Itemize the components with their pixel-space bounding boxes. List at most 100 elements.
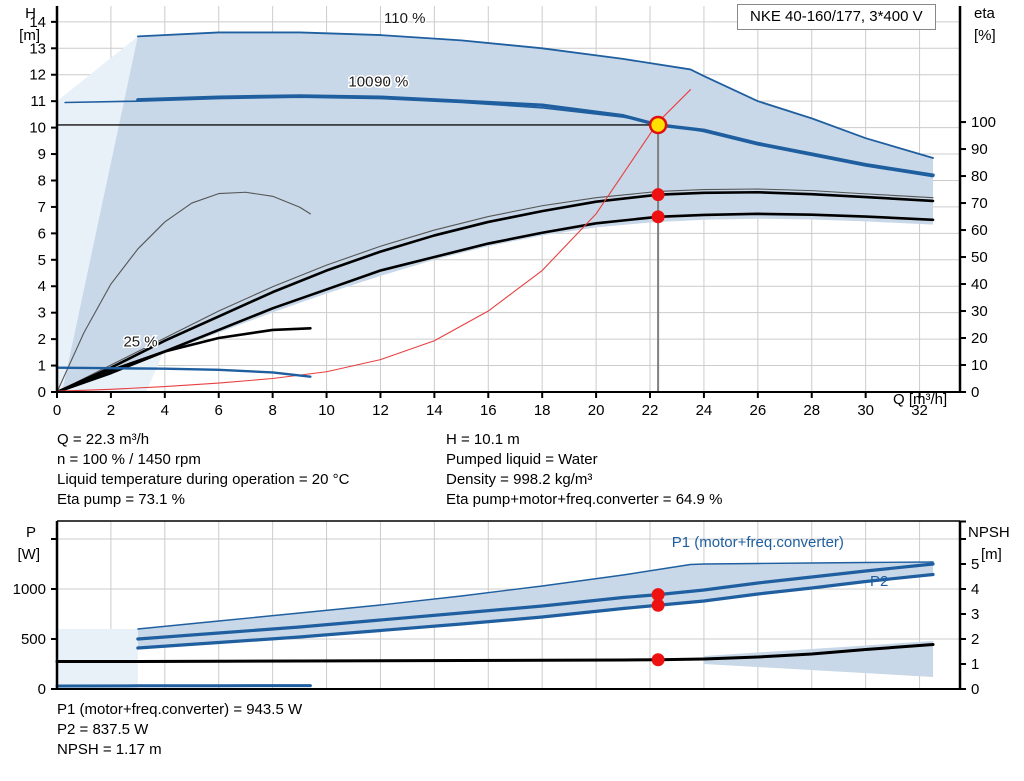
duty-info-right-line-1: Pumped liquid = Water: [446, 451, 598, 468]
curve-npsh: [55, 643, 935, 663]
xtick-label-26: 26: [749, 402, 766, 419]
duty-dot-npsh: [651, 653, 665, 667]
legend-label-p2: P2: [870, 573, 888, 590]
envelope-power-light-region: [57, 629, 138, 688]
lower-duty-markers: [651, 588, 665, 667]
lower-labels: 0 500 1000 0 1 2 3 4 5 P [W] NPSH [m] P1 (motor+freq.…: [13, 524, 1010, 695]
curve-p2: [136, 572, 935, 650]
ytick-label-left-4: 4: [38, 278, 46, 295]
curve-eta-low-speed: [56, 191, 311, 393]
power-info-line-0: P1 (motor+freq.converter) = 943.5 W: [57, 701, 303, 718]
ytick-label-right-70: 70: [971, 195, 988, 212]
ytick-label-left-6: 6: [38, 225, 46, 242]
duty-info-right-line-0: H = 10.1 m: [446, 431, 520, 448]
xtick-label-32: 32: [911, 402, 928, 419]
lower-axes: [51, 520, 966, 690]
xtick-label-30: 30: [857, 402, 874, 419]
xtick-label-6: 6: [215, 402, 223, 419]
duty-info-left-line-0: Q = 22.3 m³/h: [57, 431, 150, 448]
upper-curves: [55, 31, 935, 394]
upper-axes: [51, 6, 966, 398]
xtick-label-24: 24: [696, 402, 713, 419]
axis-title-p-unit: [W]: [18, 546, 41, 563]
ytick-label-left-5: 5: [38, 252, 46, 269]
duty-dot-p1: [651, 588, 665, 602]
xtick-label-22: 22: [642, 402, 659, 419]
duty-dot-eta-pump: [651, 188, 665, 202]
upper-labels: 0123456789101112131401020304050607080901…: [19, 5, 996, 419]
curve-head-25: [55, 366, 312, 378]
curve-label-100: 100 %: [348, 74, 391, 91]
ytick-label-right-50: 50: [971, 249, 988, 266]
ytick-label-right-30: 30: [971, 303, 988, 320]
ytick-label-right-0: 0: [971, 384, 979, 401]
duty-info-right-line-2: Density = 998.2 kg/m³: [446, 471, 593, 488]
ytick-label-right-0: 0: [971, 681, 979, 695]
xtick-label-0: 0: [53, 402, 61, 419]
envelope-main-region: [62, 32, 934, 391]
duty-dot-eta-total: [651, 210, 665, 224]
ytick-label-left-14: 14: [29, 14, 46, 31]
ytick-label-right-2: 2: [971, 631, 979, 648]
ytick-label-right-5: 5: [971, 556, 979, 573]
ytick-label-right-4: 4: [971, 581, 979, 598]
duty-point-marker: [648, 115, 668, 135]
ytick-label-left-1000: 1000: [13, 581, 46, 598]
ytick-label-right-100: 100: [971, 114, 996, 131]
axis-title-p: P: [26, 524, 36, 541]
ytick-label-left-7: 7: [38, 199, 46, 216]
xtick-label-18: 18: [534, 402, 551, 419]
xtick-label-20: 20: [588, 402, 605, 419]
ytick-label-right-40: 40: [971, 276, 988, 293]
ytick-label-right-20: 20: [971, 330, 988, 347]
power-info: P1 (motor+freq.converter) = 943.5 W P2 = …: [57, 700, 302, 760]
curve-head-100: [136, 94, 935, 177]
ytick-label-right-90: 90: [971, 141, 988, 158]
curve-eta-total: [55, 212, 935, 394]
ytick-label-right-3: 3: [971, 606, 979, 623]
xtick-label-4: 4: [161, 402, 169, 419]
curve-head-110: [136, 31, 934, 159]
ytick-label-left-10: 10: [29, 120, 46, 137]
curve-label-25: 25 %: [123, 334, 157, 351]
axis-title-npsh: NPSH: [968, 524, 1010, 541]
xtick-label-8: 8: [268, 402, 276, 419]
ytick-label-left-1: 1: [38, 358, 46, 375]
duty-dot-p2: [651, 598, 665, 612]
xtick-label-2: 2: [107, 402, 115, 419]
curve-label-90: 90 %: [374, 74, 408, 91]
duty-info-right-line-3: Eta pump+motor+freq.converter = 64.9 %: [446, 491, 723, 508]
power-info-line-2: NPSH = 1.17 m: [57, 741, 162, 758]
upper-envelopes: [57, 32, 934, 392]
curve-eta-25: [55, 326, 312, 394]
ytick-label-right-60: 60: [971, 222, 988, 239]
curve-label-110: 110 %: [384, 10, 425, 27]
lower-envelopes: [57, 562, 934, 688]
xtick-label-16: 16: [480, 402, 497, 419]
duty-info-left: Q = 22.3 m³/h n = 100 % / 1450 rpm Liquid …: [57, 430, 349, 510]
xtick-label-14: 14: [426, 402, 443, 419]
duty-info-left-line-1: n = 100 % / 1450 rpm: [57, 451, 201, 468]
axis-title-eta-unit: [%]: [974, 27, 996, 44]
ytick-label-left-2: 2: [38, 331, 46, 348]
axis-title-h: H: [25, 5, 36, 22]
ytick-label-right-1: 1: [971, 656, 979, 673]
duty-info-left-line-3: Eta pump = 73.1 %: [57, 491, 185, 508]
duty-info-left-line-2: Liquid temperature during operation = 20…: [57, 471, 350, 488]
curve-p1: [136, 562, 935, 641]
ytick-label-left-0: 0: [38, 384, 46, 401]
xtick-label-12: 12: [372, 402, 389, 419]
ytick-label-left-500: 500: [21, 631, 46, 648]
xtick-label-28: 28: [803, 402, 820, 419]
curve-eta-envelope: [56, 188, 934, 393]
ytick-label-left-11: 11: [30, 93, 46, 110]
ytick-label-left-3: 3: [38, 305, 46, 322]
xtick-label-10: 10: [318, 402, 335, 419]
ytick-label-left-8: 8: [38, 172, 46, 189]
ytick-label-right-10: 10: [971, 357, 988, 374]
duty-info-right: H = 10.1 m Pumped liquid = Water Density =…: [446, 430, 722, 510]
power-info-line-1: P2 = 837.5 W: [57, 721, 149, 738]
ytick-label-left-13: 13: [29, 40, 46, 57]
upper-duty-markers: [57, 115, 668, 392]
